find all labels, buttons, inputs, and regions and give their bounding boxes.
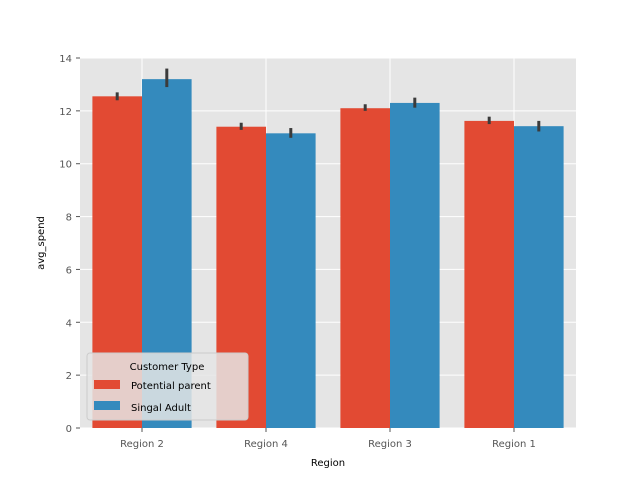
bar-potential-parent-2 [340, 108, 390, 428]
y-tick-label-2: 4 [66, 318, 72, 329]
y-axis-ticks: 0 2 4 6 8 10 12 14 [59, 54, 80, 435]
error-bars [115, 68, 541, 138]
x-tick-label-3: Region 1 [492, 439, 536, 450]
x-tick-label-0: Region 2 [120, 439, 164, 450]
legend-swatch-potential-parent [94, 380, 120, 389]
legend-label-potential-parent: Potential parent [131, 381, 211, 392]
legend-swatch-singal-adult [94, 401, 120, 410]
y-tick-label-7: 14 [59, 54, 72, 65]
legend-title: Customer Type [130, 362, 205, 373]
y-tick-label-4: 8 [66, 213, 72, 224]
legend: Customer Type Potential parent Singal Ad… [86, 352, 249, 421]
y-axis-label: avg_spend [36, 216, 47, 270]
legend-box [86, 352, 249, 421]
bar-potential-parent-3 [464, 120, 514, 429]
y-tick-label-3: 6 [66, 265, 72, 276]
y-tick-label-0: 0 [66, 424, 72, 435]
x-tick-label-2: Region 3 [368, 439, 412, 450]
bar-singal-adult-2 [390, 102, 440, 428]
y-tick-label-1: 2 [66, 371, 72, 382]
bar-singal-adult-3 [514, 126, 564, 428]
y-tick-label-6: 12 [59, 107, 72, 118]
y-tick-label-5: 10 [59, 160, 72, 171]
x-tick-label-1: Region 4 [244, 439, 288, 450]
x-axis-ticks: Region 2 Region 4 Region 3 Region 1 [120, 428, 536, 450]
x-axis-label: Region [311, 458, 345, 469]
legend-label-singal-adult: Singal Adult [131, 403, 191, 414]
bar-singal-adult-1 [266, 133, 316, 429]
